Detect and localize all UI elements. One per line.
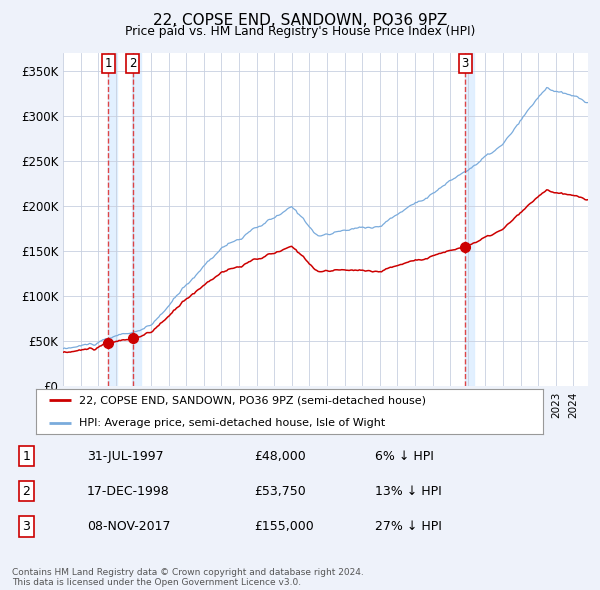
Bar [133,53,142,386]
Text: 3: 3 [22,520,31,533]
Text: £48,000: £48,000 [254,450,305,463]
Text: 3: 3 [461,57,469,70]
Text: 6% ↓ HPI: 6% ↓ HPI [375,450,434,463]
Text: £155,000: £155,000 [254,520,314,533]
Text: 22, COPSE END, SANDOWN, PO36 9PZ (semi-detached house): 22, COPSE END, SANDOWN, PO36 9PZ (semi-d… [79,395,426,405]
Text: 31-JUL-1997: 31-JUL-1997 [87,450,164,463]
Text: Contains HM Land Registry data © Crown copyright and database right 2024.
This d: Contains HM Land Registry data © Crown c… [12,568,364,587]
Text: 2: 2 [129,57,136,70]
Bar [465,53,474,386]
Bar [108,53,117,386]
Text: 22, COPSE END, SANDOWN, PO36 9PZ: 22, COPSE END, SANDOWN, PO36 9PZ [153,13,447,28]
Text: 13% ↓ HPI: 13% ↓ HPI [375,484,442,498]
Text: 2: 2 [22,484,31,498]
Text: HPI: Average price, semi-detached house, Isle of Wight: HPI: Average price, semi-detached house,… [79,418,385,428]
Text: £53,750: £53,750 [254,484,305,498]
Text: Price paid vs. HM Land Registry's House Price Index (HPI): Price paid vs. HM Land Registry's House … [125,25,475,38]
Text: 1: 1 [22,450,31,463]
Text: 17-DEC-1998: 17-DEC-1998 [87,484,170,498]
Text: 1: 1 [104,57,112,70]
Text: 08-NOV-2017: 08-NOV-2017 [87,520,170,533]
Text: 27% ↓ HPI: 27% ↓ HPI [375,520,442,533]
